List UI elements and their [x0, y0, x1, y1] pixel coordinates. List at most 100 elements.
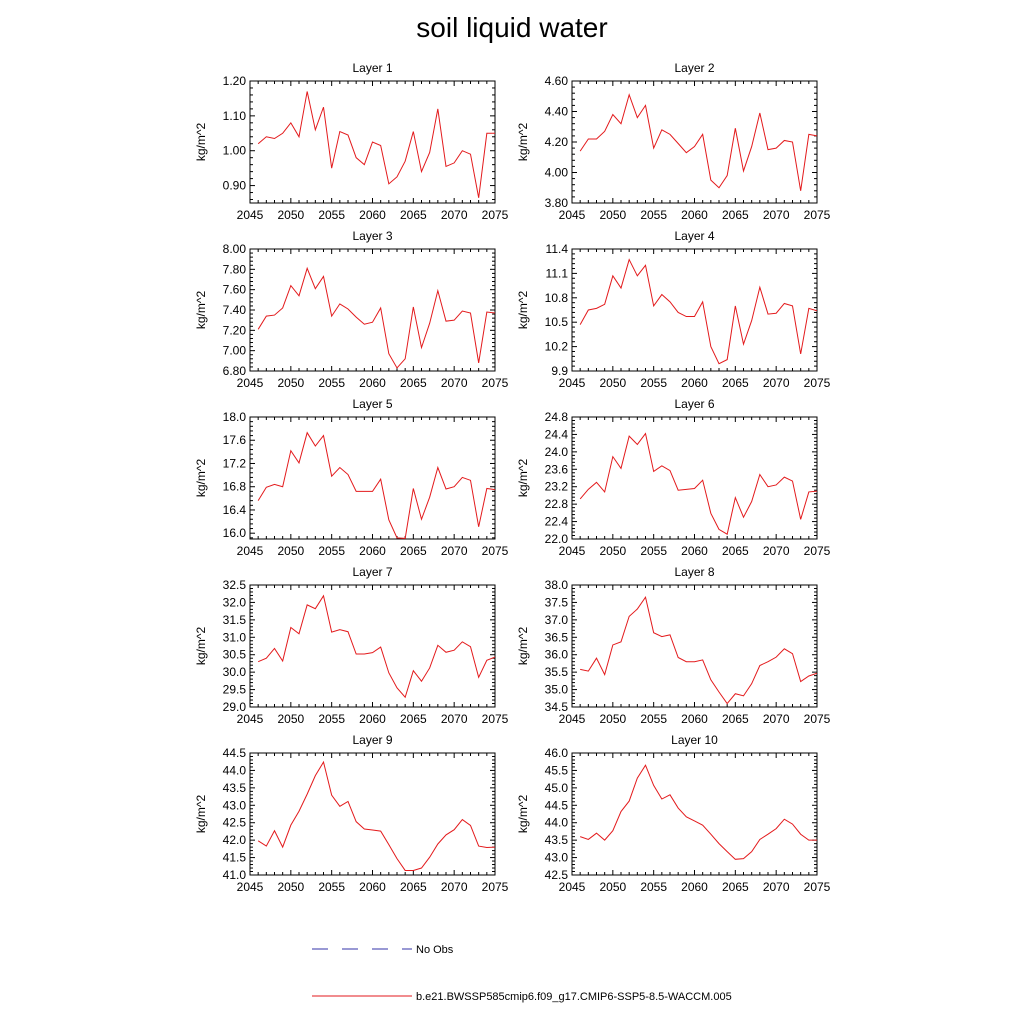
- series-line: [580, 764, 817, 860]
- panel-layer-4: 2045 2050 2055 2060 2065 2070 2075 9.9 10.2 10.5 1…: [516, 229, 831, 390]
- y-tick-label: 6.80: [223, 364, 247, 378]
- x-tick-label: 2050: [277, 544, 304, 558]
- x-tick-label: 2055: [318, 712, 345, 726]
- panel-title: Layer 3: [352, 229, 392, 243]
- x-tick-label: 2060: [681, 208, 708, 222]
- x-tick-label: 2045: [237, 712, 264, 726]
- y-tick-label: 45.0: [545, 781, 569, 795]
- x-tick-label: 2045: [237, 544, 264, 558]
- y-tick-label: 42.5: [545, 868, 569, 882]
- y-tick-label: 16.8: [223, 480, 247, 494]
- x-tick-label: 2055: [318, 544, 345, 558]
- panel-layer-1: 2045 2050 2055 2060 2065 2070 2075 0.90 1.00 1.10…: [194, 61, 509, 222]
- y-axis-label: kg/m^2: [516, 123, 530, 162]
- plot-frame: [571, 584, 818, 708]
- x-tick-label: 2070: [763, 208, 790, 222]
- y-tick-label: 38.0: [545, 578, 569, 592]
- panel-title: Layer 1: [352, 61, 392, 75]
- y-tick-label: 0.90: [223, 179, 247, 193]
- plot-frame: [571, 416, 818, 540]
- y-tick-label: 1.10: [223, 109, 247, 123]
- y-tick-label: 10.2: [545, 340, 569, 354]
- y-axis-label: kg/m^2: [194, 627, 208, 666]
- x-tick-label: 2075: [482, 880, 509, 894]
- plot-frame: [571, 80, 818, 204]
- x-tick-label: 2070: [763, 880, 790, 894]
- y-tick-label: 8.00: [223, 242, 247, 256]
- y-tick-label: 4.20: [545, 135, 569, 149]
- y-tick-label: 45.5: [545, 763, 569, 777]
- y-axis-label: kg/m^2: [516, 459, 530, 498]
- x-tick-label: 2065: [400, 712, 427, 726]
- y-tick-label: 31.5: [223, 613, 247, 627]
- y-tick-label: 42.0: [223, 833, 247, 847]
- x-tick-label: 2075: [804, 208, 831, 222]
- panel-title: Layer 2: [674, 61, 714, 75]
- y-tick-label: 36.0: [545, 648, 569, 662]
- panel-title: Layer 6: [674, 397, 714, 411]
- x-tick-label: 2060: [359, 880, 386, 894]
- x-tick-label: 2055: [640, 544, 667, 558]
- y-tick-label: 18.0: [223, 410, 247, 424]
- x-tick-label: 2050: [599, 544, 626, 558]
- x-tick-label: 2075: [804, 544, 831, 558]
- x-tick-label: 2065: [400, 880, 427, 894]
- y-tick-label: 7.80: [223, 262, 247, 276]
- y-axis-label: kg/m^2: [194, 291, 208, 330]
- x-tick-label: 2050: [277, 376, 304, 390]
- panel-title: Layer 8: [674, 565, 714, 579]
- y-tick-label: 44.0: [223, 763, 247, 777]
- y-tick-label: 31.0: [223, 630, 247, 644]
- x-tick-label: 2050: [599, 712, 626, 726]
- x-tick-label: 2065: [400, 544, 427, 558]
- x-tick-label: 2075: [804, 712, 831, 726]
- x-tick-label: 2060: [359, 544, 386, 558]
- x-tick-label: 2060: [681, 544, 708, 558]
- x-tick-label: 2045: [559, 376, 586, 390]
- x-tick-label: 2055: [640, 376, 667, 390]
- panel-layer-6: 2045 2050 2055 2060 2065 2070 2075 22.0 22.4 22.8…: [516, 397, 831, 558]
- x-tick-label: 2060: [359, 208, 386, 222]
- y-tick-label: 4.60: [545, 74, 569, 88]
- x-tick-label: 2045: [559, 208, 586, 222]
- y-axis-label: kg/m^2: [516, 291, 530, 330]
- y-tick-label: 43.5: [545, 833, 569, 847]
- x-tick-label: 2050: [599, 376, 626, 390]
- y-tick-label: 22.0: [545, 532, 569, 546]
- x-tick-label: 2060: [681, 376, 708, 390]
- x-tick-label: 2065: [722, 208, 749, 222]
- x-tick-label: 2055: [318, 376, 345, 390]
- y-tick-label: 17.2: [223, 456, 247, 470]
- series-line: [257, 760, 495, 871]
- y-tick-label: 37.5: [545, 595, 569, 609]
- panel-layer-10: 2045 2050 2055 2060 2065 2070 2075 42.5 43.0 43.5…: [516, 733, 831, 894]
- x-tick-label: 2055: [318, 208, 345, 222]
- x-tick-label: 2050: [277, 208, 304, 222]
- y-tick-label: 29.0: [223, 700, 247, 714]
- y-tick-label: 35.0: [545, 683, 569, 697]
- x-tick-label: 2065: [722, 544, 749, 558]
- y-tick-label: 46.0: [545, 746, 569, 760]
- x-tick-label: 2045: [559, 880, 586, 894]
- panel-layer-9: 2045 2050 2055 2060 2065 2070 2075 41.0 41.5 42.0…: [194, 733, 509, 894]
- x-tick-label: 2065: [722, 880, 749, 894]
- y-tick-label: 23.6: [545, 462, 569, 476]
- y-axis-label: kg/m^2: [194, 123, 208, 162]
- x-tick-label: 2075: [804, 880, 831, 894]
- x-tick-label: 2075: [482, 712, 509, 726]
- x-tick-label: 2070: [441, 544, 468, 558]
- x-tick-label: 2065: [400, 376, 427, 390]
- y-tick-label: 42.5: [223, 816, 247, 830]
- y-tick-label: 7.00: [223, 344, 247, 358]
- y-tick-label: 17.6: [223, 433, 247, 447]
- y-tick-label: 22.8: [545, 497, 569, 511]
- x-tick-label: 2070: [763, 712, 790, 726]
- series-line: [579, 432, 817, 535]
- x-tick-label: 2045: [237, 208, 264, 222]
- x-tick-label: 2065: [722, 712, 749, 726]
- series-line: [579, 93, 817, 191]
- y-tick-label: 10.5: [545, 315, 569, 329]
- x-tick-label: 2050: [599, 880, 626, 894]
